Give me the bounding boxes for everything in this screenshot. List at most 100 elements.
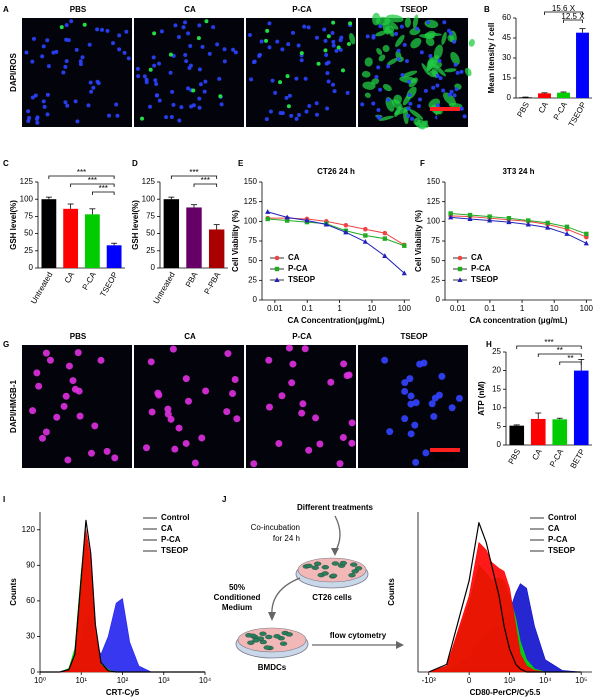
nucleus — [222, 47, 227, 52]
x-tick-label: 10³ — [504, 676, 516, 685]
nucleus — [197, 67, 202, 72]
nucleus — [34, 116, 39, 121]
marker — [545, 220, 550, 226]
marker — [274, 266, 280, 272]
ros-signal — [382, 44, 390, 53]
y-axis-label: Cell Viability (%) — [414, 210, 423, 272]
nucleus — [74, 47, 79, 52]
cell — [313, 561, 322, 566]
nucleus — [423, 88, 428, 93]
nucleus — [114, 102, 119, 107]
nucleus — [88, 80, 93, 85]
y-axis-label: GSH level(%) — [131, 200, 140, 250]
nucleus — [316, 440, 324, 448]
bar — [509, 425, 525, 445]
nucleus — [314, 112, 319, 117]
x-tick-label: 0.1 — [302, 304, 314, 313]
nucleus — [404, 59, 409, 64]
nucleus — [302, 24, 307, 29]
ros-signal — [140, 116, 145, 121]
nucleus — [164, 410, 172, 418]
nucleus — [26, 109, 31, 114]
ros-signal — [401, 70, 418, 78]
nucleus — [126, 56, 131, 61]
ros-signal — [378, 54, 386, 62]
nucleus — [294, 116, 299, 121]
legend-label: CA — [471, 253, 483, 262]
y-tick-label: 100 — [427, 216, 441, 225]
nucleus — [42, 428, 50, 436]
y-tick-label: 0 — [29, 263, 34, 272]
nucleus — [430, 413, 438, 421]
nucleus — [406, 106, 411, 111]
nucleus — [371, 35, 376, 40]
nucleus — [265, 356, 273, 364]
significance-label: *** — [88, 176, 97, 185]
nucleus — [331, 39, 336, 44]
micrograph — [22, 345, 132, 468]
nucleus — [411, 421, 419, 429]
nucleus — [200, 44, 205, 49]
image-title: CA — [184, 5, 196, 14]
nucleus — [286, 42, 291, 47]
nucleus — [435, 73, 440, 78]
ros-signal — [378, 115, 394, 121]
ros-signal — [278, 80, 283, 85]
x-tick-label: CA — [537, 100, 551, 115]
y-tick-label: 0 — [151, 263, 156, 272]
nucleus — [46, 64, 51, 69]
nucleus — [305, 446, 313, 454]
nucleus — [259, 39, 264, 44]
nucleus — [270, 78, 275, 83]
nucleus — [164, 405, 172, 413]
nucleus — [233, 415, 241, 423]
ros-signal — [441, 31, 447, 45]
y-tick-label: 0 — [497, 440, 502, 449]
nucleus — [407, 92, 412, 97]
nucleus — [371, 101, 376, 106]
x-tick-label: 1 — [520, 304, 525, 313]
ros-signal — [346, 42, 351, 47]
nucleus — [298, 409, 306, 417]
nucleus — [222, 59, 227, 64]
nucleus — [71, 385, 79, 393]
diagram-label: 50% — [229, 583, 245, 592]
marker — [457, 277, 463, 282]
ros-signal — [428, 70, 438, 78]
nucleus — [407, 79, 412, 84]
nucleus — [447, 92, 452, 97]
nucleus — [155, 391, 163, 399]
cell — [247, 640, 255, 645]
cell — [350, 562, 358, 567]
y-tick-label: 50 — [431, 256, 440, 265]
scale-bar — [430, 448, 460, 452]
nucleus — [275, 440, 283, 448]
diagram-label: CT26 cells — [312, 593, 352, 602]
nucleus — [203, 79, 208, 84]
series-line — [450, 216, 587, 244]
nucleus — [412, 399, 420, 407]
ros-signal — [425, 37, 435, 47]
nucleus — [348, 439, 356, 447]
x-tick-label: 10¹ — [75, 676, 87, 685]
y-tick-label: 125 — [244, 197, 258, 206]
nucleus — [400, 72, 405, 77]
panel-letter: G — [3, 340, 9, 349]
nucleus — [284, 95, 289, 100]
bar — [576, 32, 589, 98]
nucleus — [198, 434, 206, 442]
x-tick-label: P-CA — [552, 100, 570, 122]
nucleus — [35, 120, 40, 125]
nucleus — [378, 24, 383, 29]
histogram — [428, 542, 582, 673]
ros-signal — [413, 117, 421, 126]
panel-letter: I — [3, 495, 5, 504]
nucleus — [407, 392, 415, 400]
nucleus — [111, 454, 119, 462]
x-tick-label: -10³ — [422, 676, 437, 685]
arrow — [334, 515, 341, 553]
histogram — [40, 519, 205, 673]
nucleus — [31, 36, 36, 41]
x-tick-label: TSEOP — [98, 271, 119, 299]
bar — [530, 418, 546, 445]
